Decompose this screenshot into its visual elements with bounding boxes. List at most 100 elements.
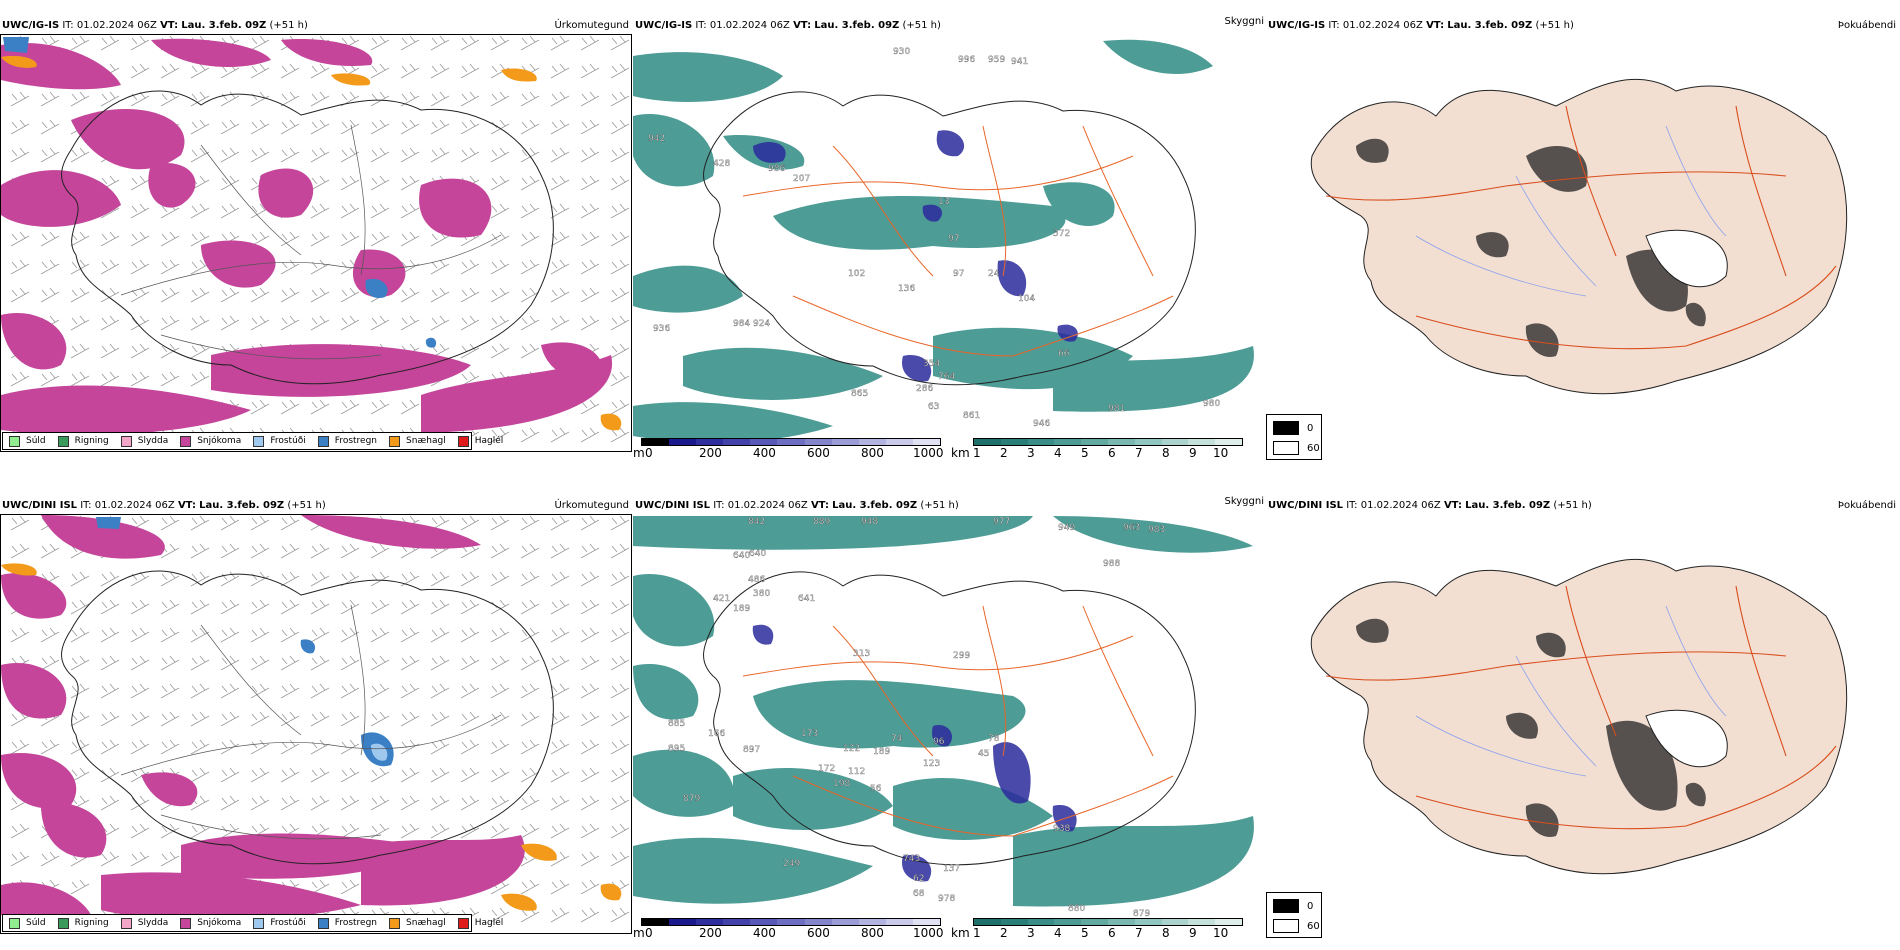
- wind-barb: [550, 427, 570, 443]
- wind-barb: [220, 627, 240, 643]
- wind-barb: [370, 147, 390, 163]
- cloud-base-tick: 0: [645, 446, 653, 460]
- visibility-tick: 1: [973, 446, 981, 460]
- wind-barb: [130, 795, 150, 811]
- wind-barb: [400, 399, 420, 415]
- wind-barb: [280, 63, 300, 79]
- precip-map: [1, 515, 630, 923]
- wind-barb: [160, 515, 180, 531]
- low-cloud-areas: [752, 624, 1077, 882]
- wind-barb: [520, 515, 540, 531]
- wind-barb: [460, 63, 480, 79]
- wind-barb: [160, 655, 180, 671]
- wind-barb: [70, 91, 90, 107]
- wind-barb: [400, 655, 420, 671]
- wind-barb: [160, 711, 180, 727]
- wind-barb: [340, 879, 360, 895]
- cloud-base-value: 980: [1203, 399, 1220, 409]
- wind-barb: [460, 767, 480, 783]
- wind-barb: [610, 287, 630, 303]
- iceland-outline: [61, 90, 554, 385]
- visibility-tick: 4: [1054, 446, 1062, 460]
- wind-barb: [220, 315, 240, 331]
- wind-barb: [460, 627, 480, 643]
- cloud-base-value: 764: [938, 372, 955, 382]
- cloud-base-colorbar: m 0 200 400 600 800 1000: [633, 918, 948, 942]
- wind-barb: [160, 683, 180, 699]
- iceland-land: [1310, 558, 1848, 875]
- wind-barb: [400, 599, 420, 615]
- fog-swatch: [1273, 919, 1299, 933]
- wind-barb: [370, 231, 390, 247]
- wind-barb: [430, 739, 450, 755]
- wind-barb: [160, 823, 180, 839]
- cloud-base-value: 286: [916, 384, 933, 394]
- wind-barb: [370, 823, 390, 839]
- legend-swatch: [457, 435, 469, 447]
- wind-barb: [580, 711, 600, 727]
- wind-barb: [310, 683, 330, 699]
- wind-barb: [520, 203, 540, 219]
- wind-barb: [10, 91, 30, 107]
- legend-item: Frostúði: [253, 435, 306, 447]
- wind-barb: [550, 739, 570, 755]
- cloud-base-value: 949: [1058, 523, 1075, 533]
- cloud-base-value: 946: [1033, 419, 1050, 429]
- legend-item: Haglél: [457, 435, 503, 447]
- wind-barb: [130, 627, 150, 643]
- wind-barb: [340, 231, 360, 247]
- cloud-base-tick: 1000: [913, 926, 944, 940]
- wind-barb: [610, 627, 630, 643]
- wind-barb: [490, 315, 510, 331]
- fog-panel-row2: UWC/DINI ISL IT: 01.02.2024 06Z VT: Lau.…: [1266, 494, 1900, 950]
- wind-barb: [550, 63, 570, 79]
- wind-barb: [190, 287, 210, 303]
- cloud-base-value: 198: [833, 779, 850, 789]
- wind-barb: [550, 767, 570, 783]
- wind-barb: [220, 175, 240, 191]
- precip-map-frame: [0, 514, 632, 934]
- wind-barb: [250, 147, 270, 163]
- wind-barb: [370, 399, 390, 415]
- wind-barb: [550, 823, 570, 839]
- cloud-base-value: 66: [1058, 349, 1070, 359]
- wind-barb: [160, 739, 180, 755]
- wind-barb: [490, 711, 510, 727]
- wind-barb: [130, 655, 150, 671]
- wind-barb: [580, 655, 600, 671]
- cloud-base-tick: 200: [699, 446, 722, 460]
- fog-shading: [1356, 138, 1706, 357]
- wind-barb: [520, 35, 540, 51]
- wind-barb: [70, 343, 90, 359]
- fog-swatch: [1273, 421, 1299, 435]
- wind-barb: [520, 259, 540, 275]
- fog-panel-type-label: Þokuábendi: [1837, 20, 1896, 31]
- wind-barb: [220, 147, 240, 163]
- wind-barb: [100, 91, 120, 107]
- wind-barb: [100, 711, 120, 727]
- wind-barb: [10, 515, 30, 531]
- wind-barb: [130, 371, 150, 387]
- cloud-base-value: 942: [648, 134, 665, 144]
- cloud-base-unit: m: [633, 446, 645, 460]
- wind-barb: [100, 795, 120, 811]
- cloud-base-value: 299: [953, 651, 970, 661]
- wind-barb: [220, 571, 240, 587]
- fog-legend: 0 60: [1266, 892, 1322, 938]
- wind-barb: [550, 907, 570, 923]
- wind-barb: [610, 315, 630, 331]
- wind-barb: [400, 287, 420, 303]
- wind-barb: [610, 35, 630, 51]
- visibility-tick: 3: [1027, 446, 1035, 460]
- wind-barb: [280, 739, 300, 755]
- cloud-base-value: 895: [668, 744, 685, 754]
- legend-swatch: [253, 435, 265, 447]
- cloud-base-value: 865: [851, 389, 868, 399]
- wind-barb: [580, 35, 600, 51]
- cloud-base-value: 941: [1011, 57, 1028, 67]
- wind-barb: [220, 119, 240, 135]
- cloud-base-value: 13: [938, 197, 949, 207]
- wind-barb: [310, 599, 330, 615]
- wind-barb: [250, 515, 270, 531]
- fog-legend-item: 0: [1273, 421, 1313, 435]
